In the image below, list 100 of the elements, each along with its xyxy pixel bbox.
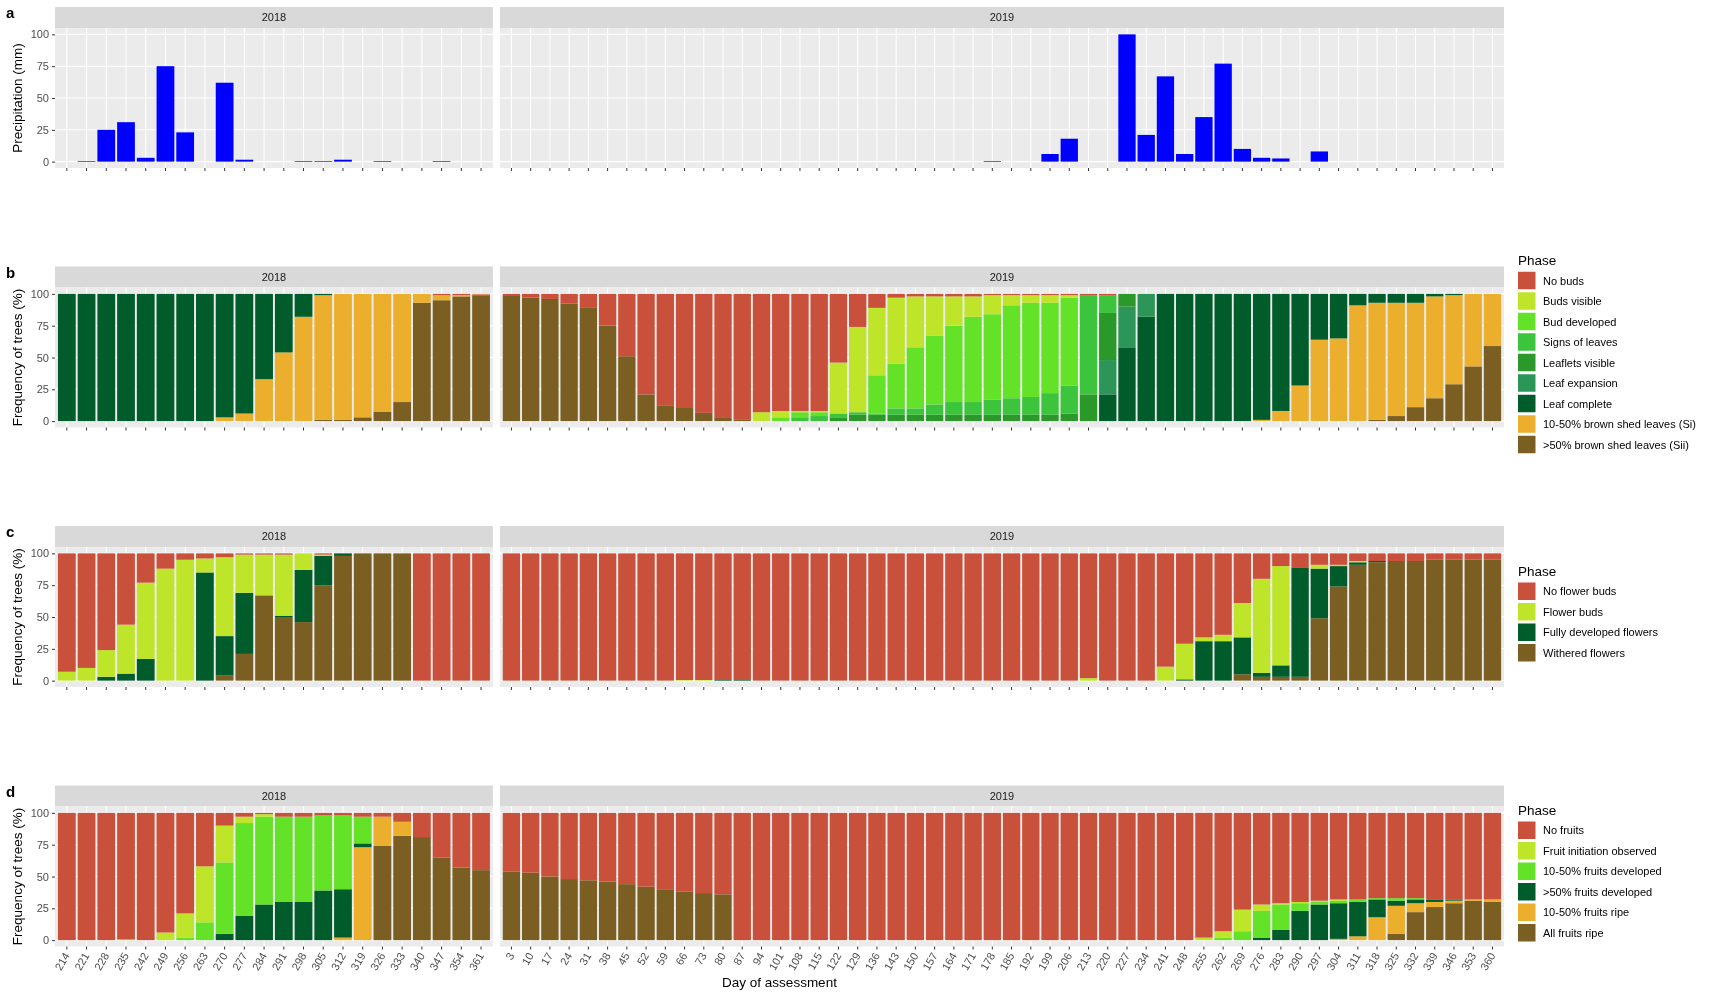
x-tick-label: 108 [785, 950, 806, 973]
x-tick-label: 319 [348, 950, 368, 973]
x-tick-label: 192 [1016, 950, 1036, 973]
x-tick-label: 262 [1208, 950, 1229, 973]
x-tick-label: 122 [823, 950, 844, 973]
x-tick-label: 361 [466, 950, 487, 973]
x-tick-label: 311 [1343, 950, 1363, 972]
x-tick-label: 256 [170, 950, 191, 973]
x-tick-label: 143 [881, 950, 902, 973]
x-tick-label: 3 [503, 950, 517, 962]
legend-title: Phase [1518, 803, 1557, 819]
text: d [6, 782, 16, 800]
x-tick-label: 298 [289, 950, 309, 973]
y-tick-label: 75 [36, 319, 49, 332]
legend-label: >50% brown shed leaves (Sii) [1543, 438, 1689, 451]
x-tick-label: 129 [843, 950, 863, 973]
y-tick-label: 50 [36, 92, 49, 105]
x-tick-label: 270 [210, 950, 230, 973]
x-tick-label: 353 [1458, 950, 1479, 973]
legend-label: No buds [1543, 274, 1585, 287]
x-tick-label: 339 [1420, 950, 1440, 973]
x-tick-label: 178 [977, 950, 998, 973]
x-tick-label: 101 [766, 950, 786, 973]
x-tick-label: 283 [1266, 950, 1286, 973]
x-tick-label: 228 [91, 950, 112, 973]
x-tick-label: 354 [446, 950, 467, 973]
x-tick-label: 360 [1477, 950, 1498, 973]
legend-label: Leaflets visible [1543, 356, 1616, 369]
x-tick-label: 206 [1054, 950, 1075, 973]
x-tick-label: 115 [805, 950, 825, 972]
legend-label: All fruits ripe [1543, 926, 1604, 939]
chart-title: 2018 [261, 270, 287, 283]
y-tick-label: 0 [42, 415, 49, 428]
chart-title: 2019 [989, 789, 1015, 802]
y-tick-label: 0 [42, 934, 49, 947]
y-tick-label: 50 [36, 870, 49, 883]
x-tick-label: 24 [557, 950, 575, 968]
chart-title: 2018 [261, 530, 287, 543]
y-tick-label: 100 [30, 547, 49, 560]
x-tick-label: 241 [1150, 950, 1171, 973]
y-axis-title: Frequency of trees (%) [9, 807, 25, 946]
y-tick-label: 0 [42, 155, 49, 168]
x-tick-label: 31 [576, 950, 594, 968]
legend-label: >50% fruits developed [1543, 885, 1653, 898]
legend-label: Leaf complete [1543, 397, 1613, 410]
x-tick-label: 234 [1131, 950, 1152, 973]
x-tick-label: 171 [958, 950, 979, 973]
x-tick-label: 45 [615, 950, 632, 968]
chart-title: 2019 [989, 530, 1015, 543]
y-axis-title: Frequency of trees (%) [9, 288, 25, 427]
legend-label: Leaf expansion [1543, 377, 1618, 390]
text: a [6, 4, 15, 22]
x-tick-label: 10 [519, 950, 536, 968]
y-tick-label: 50 [36, 611, 49, 624]
legend-label: Buds visible [1543, 295, 1602, 308]
x-tick-label: 333 [387, 950, 408, 973]
x-tick-label: 213 [1074, 950, 1094, 973]
y-axis-title: Frequency of trees (%) [9, 548, 25, 686]
y-tick-label: 25 [36, 383, 49, 396]
y-tick-label: 75 [36, 60, 49, 73]
x-tick-label: 276 [1247, 950, 1267, 973]
x-tick-label: 52 [634, 950, 652, 968]
legend-title: Phase [1518, 564, 1557, 580]
y-tick-label: 100 [30, 806, 49, 819]
x-tick-label: 346 [1439, 950, 1460, 973]
x-tick-label: 269 [1227, 950, 1248, 973]
x-tick-label: 284 [249, 950, 270, 973]
x-axis-title: Day of assessment [722, 974, 838, 990]
legend-label: No flower buds [1543, 585, 1617, 598]
x-tick-label: 136 [862, 950, 882, 973]
text: c [6, 523, 15, 541]
x-tick-label: 214 [52, 950, 72, 973]
x-tick-label: 291 [269, 950, 289, 973]
y-tick-label: 75 [36, 838, 49, 851]
y-axis-title: Precipitation (mm) [9, 43, 25, 153]
legend-label: Signs of leaves [1543, 336, 1619, 349]
x-tick-label: 150 [900, 950, 921, 973]
y-tick-label: 100 [30, 287, 49, 300]
chart-title: 2018 [261, 11, 287, 24]
y-tick-label: 0 [42, 674, 49, 687]
x-tick-label: 326 [367, 950, 388, 973]
x-tick-label: 164 [939, 950, 959, 973]
chart-title: 2019 [989, 270, 1015, 283]
x-tick-label: 242 [131, 950, 151, 973]
x-tick-label: 199 [1035, 950, 1056, 973]
x-tick-label: 304 [1324, 950, 1344, 973]
legend-label: Bud developed [1543, 315, 1617, 328]
x-tick-label: 157 [920, 950, 940, 973]
legend-label: Fruit initiation observed [1543, 844, 1657, 857]
legend-label: Withered flowers [1543, 646, 1626, 659]
x-tick-label: 59 [653, 950, 671, 968]
legend-label: 10-50% brown shed leaves (Si) [1543, 418, 1696, 431]
x-tick-label: 290 [1285, 950, 1306, 973]
x-tick-label: 249 [150, 950, 171, 973]
x-tick-label: 73 [692, 950, 709, 968]
y-tick-label: 25 [36, 123, 49, 136]
x-tick-label: 263 [190, 950, 210, 973]
x-tick-label: 66 [673, 950, 690, 968]
legend-label: 10-50% fruits ripe [1543, 906, 1630, 919]
x-tick-label: 340 [407, 950, 427, 973]
